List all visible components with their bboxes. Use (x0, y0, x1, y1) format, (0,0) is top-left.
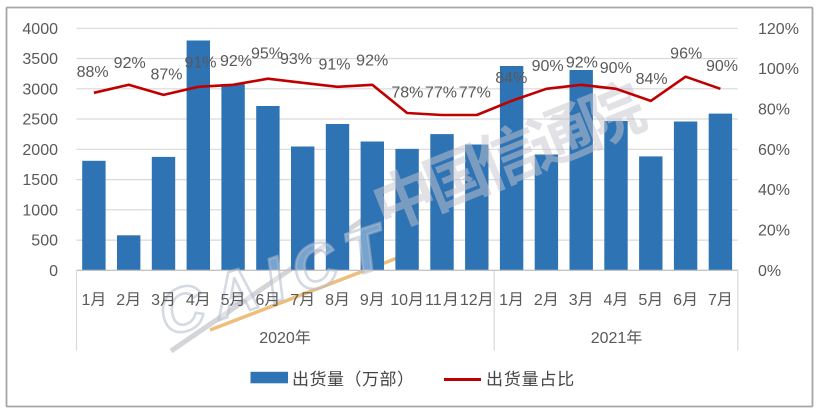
svg-text:2500: 2500 (22, 112, 58, 129)
svg-text:1500: 1500 (22, 172, 58, 189)
svg-text:90%: 90% (600, 60, 632, 77)
svg-text:20%: 20% (758, 223, 790, 240)
svg-text:10: 10 (390, 292, 408, 309)
svg-text:91%: 91% (184, 55, 216, 72)
svg-text:60%: 60% (758, 142, 790, 159)
svg-text:95%: 95% (251, 46, 283, 63)
svg-text:120%: 120% (758, 21, 799, 38)
svg-text:1: 1 (81, 292, 90, 309)
svg-text:2: 2 (534, 292, 543, 309)
svg-text:92%: 92% (114, 55, 146, 72)
svg-text:5: 5 (221, 292, 230, 309)
svg-text:92%: 92% (356, 53, 388, 70)
svg-text:1: 1 (499, 292, 508, 309)
svg-text:78%: 78% (391, 85, 423, 102)
svg-text:5: 5 (638, 292, 647, 309)
svg-text:4000: 4000 (22, 21, 58, 38)
svg-text:88%: 88% (77, 64, 109, 81)
svg-text:77%: 77% (425, 85, 457, 102)
svg-text:12: 12 (460, 292, 478, 309)
svg-text:6: 6 (673, 292, 682, 309)
svg-text:6: 6 (255, 292, 264, 309)
svg-text:2020: 2020 (259, 330, 295, 347)
svg-text:2: 2 (116, 292, 125, 309)
svg-text:84%: 84% (495, 70, 527, 87)
svg-text:8: 8 (325, 292, 334, 309)
svg-text:3: 3 (569, 292, 578, 309)
svg-text:7: 7 (708, 292, 717, 309)
svg-text:87%: 87% (150, 67, 182, 84)
svg-text:0%: 0% (758, 263, 781, 280)
svg-text:92%: 92% (220, 53, 252, 70)
svg-text:1000: 1000 (22, 202, 58, 219)
svg-text:77%: 77% (459, 85, 491, 102)
svg-text:3000: 3000 (22, 81, 58, 98)
svg-text:0: 0 (49, 263, 58, 280)
svg-text:40%: 40% (758, 182, 790, 199)
svg-text:80%: 80% (758, 102, 790, 119)
svg-text:3: 3 (151, 292, 160, 309)
svg-text:2000: 2000 (22, 142, 58, 159)
svg-text:91%: 91% (318, 57, 350, 74)
svg-text:11: 11 (425, 292, 442, 309)
svg-text:84%: 84% (636, 71, 668, 88)
svg-text:3500: 3500 (22, 51, 58, 68)
svg-text:500: 500 (31, 233, 58, 250)
svg-text:7: 7 (290, 292, 299, 309)
svg-text:100%: 100% (758, 61, 799, 78)
svg-text:2021: 2021 (591, 330, 627, 347)
svg-text:92%: 92% (566, 55, 598, 72)
svg-text:4: 4 (604, 292, 613, 309)
svg-text:90%: 90% (706, 58, 738, 75)
svg-text:93%: 93% (280, 51, 312, 68)
svg-text:4: 4 (186, 292, 195, 309)
svg-text:90%: 90% (532, 58, 564, 75)
svg-text:96%: 96% (670, 46, 702, 63)
svg-text:9: 9 (360, 292, 369, 309)
